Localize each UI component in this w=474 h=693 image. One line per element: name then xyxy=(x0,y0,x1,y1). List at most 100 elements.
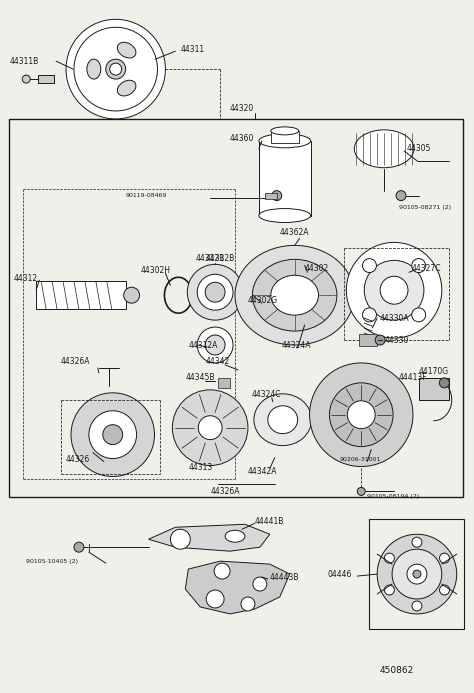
Circle shape xyxy=(407,564,427,584)
Bar xyxy=(354,375,392,398)
Text: 44413F: 44413F xyxy=(399,374,428,383)
Circle shape xyxy=(205,282,225,302)
Circle shape xyxy=(197,274,233,310)
Text: 44302G: 44302G xyxy=(248,296,278,305)
Circle shape xyxy=(187,264,243,320)
Text: 44311: 44311 xyxy=(180,44,204,53)
Circle shape xyxy=(357,487,365,495)
Circle shape xyxy=(197,327,233,363)
Bar xyxy=(265,193,277,199)
Circle shape xyxy=(253,577,267,591)
Circle shape xyxy=(375,335,385,345)
Circle shape xyxy=(363,308,376,322)
Text: 44324A: 44324A xyxy=(282,340,311,349)
Ellipse shape xyxy=(354,130,414,168)
Text: 44170G: 44170G xyxy=(419,367,449,376)
Circle shape xyxy=(205,335,225,355)
Ellipse shape xyxy=(118,42,136,58)
Circle shape xyxy=(214,563,230,579)
Text: 450862: 450862 xyxy=(379,666,413,675)
Bar xyxy=(359,334,377,346)
Circle shape xyxy=(396,191,406,200)
Text: 44312A: 44312A xyxy=(188,340,218,349)
Circle shape xyxy=(241,597,255,611)
Circle shape xyxy=(439,585,449,595)
Text: 44330: 44330 xyxy=(384,335,409,344)
Circle shape xyxy=(380,277,408,304)
Ellipse shape xyxy=(254,394,311,446)
Circle shape xyxy=(412,308,426,322)
Ellipse shape xyxy=(259,209,310,222)
Text: 44305: 44305 xyxy=(407,144,431,153)
Ellipse shape xyxy=(271,275,319,315)
Text: 44360: 44360 xyxy=(230,134,255,143)
Circle shape xyxy=(74,542,84,552)
Circle shape xyxy=(356,381,368,393)
Circle shape xyxy=(377,534,457,614)
Circle shape xyxy=(74,27,157,111)
Ellipse shape xyxy=(271,127,299,135)
Text: 44326: 44326 xyxy=(66,455,90,464)
Text: 90206-31001: 90206-31001 xyxy=(339,457,381,462)
Circle shape xyxy=(439,553,449,563)
Text: 44302H: 44302H xyxy=(141,266,171,275)
Circle shape xyxy=(272,191,282,200)
Bar xyxy=(36,281,126,309)
Circle shape xyxy=(392,549,442,599)
Text: 44302: 44302 xyxy=(305,264,329,273)
Bar xyxy=(369,519,464,629)
Text: 44313: 44313 xyxy=(188,463,212,472)
Text: 44362A: 44362A xyxy=(280,228,309,237)
Circle shape xyxy=(170,529,190,549)
Text: 90119-08469: 90119-08469 xyxy=(126,193,167,198)
Circle shape xyxy=(347,401,375,429)
Circle shape xyxy=(384,553,394,563)
Circle shape xyxy=(310,363,413,466)
Ellipse shape xyxy=(268,406,298,434)
Bar xyxy=(271,131,299,143)
Circle shape xyxy=(66,19,165,119)
Text: 44327C: 44327C xyxy=(412,264,441,273)
Text: 44326A: 44326A xyxy=(61,358,91,367)
Text: 44330A: 44330A xyxy=(379,314,409,323)
Circle shape xyxy=(346,243,442,338)
Circle shape xyxy=(384,585,394,595)
Text: 44342: 44342 xyxy=(205,358,229,367)
Circle shape xyxy=(412,537,422,547)
Bar xyxy=(259,141,310,216)
Bar xyxy=(218,378,230,388)
Text: 44345B: 44345B xyxy=(185,374,215,383)
Circle shape xyxy=(173,390,248,466)
Text: 04446: 04446 xyxy=(328,570,352,579)
Text: 44312B: 44312B xyxy=(205,254,235,263)
Ellipse shape xyxy=(225,530,245,542)
Text: 44441B: 44441B xyxy=(255,517,284,526)
Circle shape xyxy=(412,258,426,272)
Polygon shape xyxy=(185,561,290,614)
Bar xyxy=(38,75,54,83)
Text: 44312B: 44312B xyxy=(195,254,225,263)
Circle shape xyxy=(71,393,155,477)
Text: 44342A: 44342A xyxy=(248,467,277,476)
Text: 90105-10405 (2): 90105-10405 (2) xyxy=(26,559,78,563)
Text: 44311B: 44311B xyxy=(9,57,38,66)
Ellipse shape xyxy=(259,134,310,148)
Circle shape xyxy=(110,63,122,75)
Bar xyxy=(419,378,449,400)
Ellipse shape xyxy=(253,259,337,331)
Bar xyxy=(9,119,463,498)
Circle shape xyxy=(364,261,424,320)
Text: 90105-08271 (2): 90105-08271 (2) xyxy=(399,205,451,210)
Circle shape xyxy=(439,378,449,388)
Circle shape xyxy=(89,411,137,459)
Text: 44324C: 44324C xyxy=(252,390,282,399)
Circle shape xyxy=(413,570,421,578)
Ellipse shape xyxy=(235,245,354,345)
Circle shape xyxy=(206,590,224,608)
Circle shape xyxy=(198,416,222,439)
Circle shape xyxy=(22,75,30,83)
Ellipse shape xyxy=(87,59,101,79)
Circle shape xyxy=(106,59,126,79)
Circle shape xyxy=(329,383,393,446)
Text: 44312: 44312 xyxy=(13,274,37,283)
